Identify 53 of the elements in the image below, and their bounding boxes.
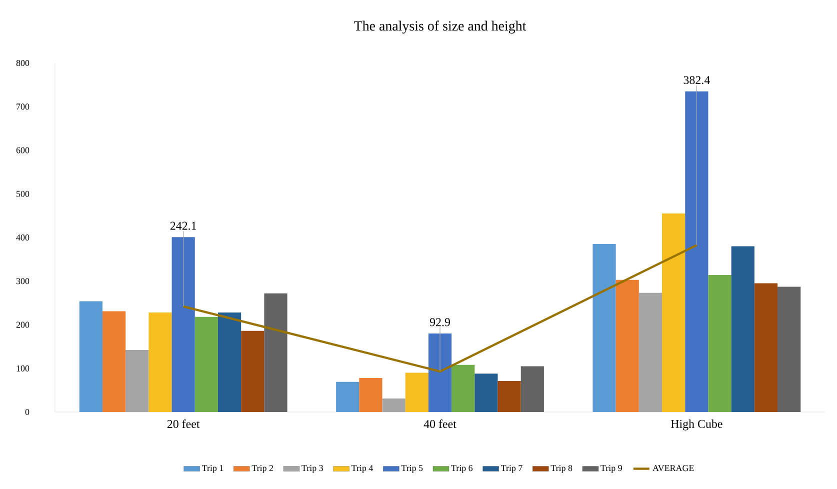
x-tick-label: 40 feet — [424, 420, 456, 428]
legend-label: Trip 8 — [550, 465, 572, 473]
bar — [498, 381, 521, 412]
bar — [79, 301, 102, 412]
legend-label: Trip 7 — [500, 465, 522, 473]
bar — [241, 330, 264, 412]
legend-label: Trip 6 — [451, 465, 473, 473]
bar — [218, 312, 242, 412]
legend-label: Trip 1 — [202, 465, 224, 473]
bar — [685, 91, 708, 412]
bar — [754, 283, 778, 412]
bar — [778, 286, 801, 412]
x-tick-label: High Cube — [670, 420, 722, 430]
legend-label: Trip 2 — [252, 465, 273, 473]
y-tick-label: 700 — [16, 104, 30, 110]
bar — [264, 293, 288, 412]
bar — [592, 244, 616, 412]
legend-label: Trip 5 — [401, 465, 423, 473]
y-tick-label: 0 — [25, 408, 30, 416]
y-tick-label: 100 — [16, 365, 30, 372]
legend-label: Trip 4 — [351, 465, 374, 473]
x-tick-label: 20 feet — [167, 420, 200, 428]
bar — [126, 350, 149, 412]
legend-label: Trip 9 — [600, 465, 622, 473]
bar — [452, 364, 475, 412]
bar — [638, 292, 662, 412]
legend-label: AVERAGE — [652, 465, 694, 472]
bar — [194, 316, 218, 412]
data-label: 382.4 — [684, 76, 710, 84]
chart-title: The analysis of size and height — [354, 20, 526, 34]
bar — [382, 398, 406, 412]
bar — [148, 312, 172, 412]
data-label: 242.1 — [170, 222, 196, 230]
bar — [428, 333, 452, 412]
y-tick-label: 800 — [16, 60, 30, 66]
y-tick-label: 300 — [16, 278, 30, 284]
y-tick-label: 600 — [16, 147, 30, 154]
bar — [708, 275, 732, 412]
y-tick-label: 500 — [16, 190, 30, 197]
data-label: 92.9 — [430, 318, 450, 326]
bar — [662, 214, 686, 412]
y-tick-label: 400 — [16, 234, 30, 241]
bar — [616, 280, 639, 412]
bar — [336, 382, 360, 412]
bar — [102, 311, 126, 412]
bar — [359, 378, 382, 412]
bar — [474, 374, 498, 412]
bar — [520, 366, 544, 412]
bar — [731, 246, 754, 412]
bar — [405, 372, 428, 412]
y-tick-label: 200 — [16, 322, 30, 328]
legend-label: Trip 3 — [302, 465, 323, 473]
bar — [172, 237, 195, 412]
